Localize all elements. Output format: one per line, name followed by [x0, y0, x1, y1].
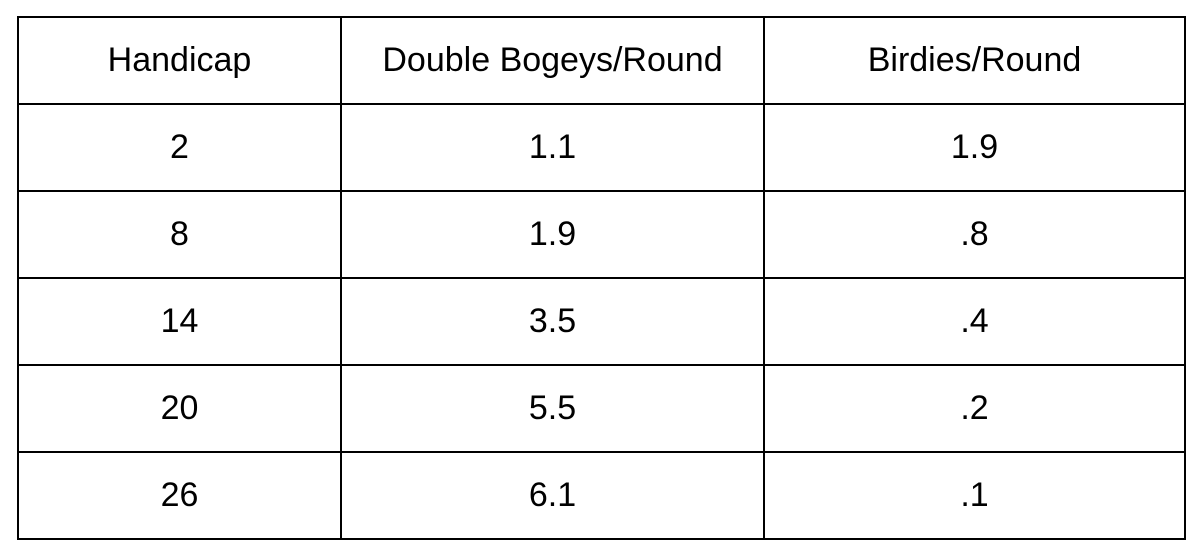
header-handicap: Handicap	[17, 16, 342, 105]
cell-double-bogeys: 3.5	[340, 277, 765, 366]
cell-birdies: .1	[763, 451, 1186, 540]
table-row: 20 5.5 .2	[17, 364, 1186, 453]
cell-birdies: .2	[763, 364, 1186, 453]
cell-handicap: 26	[17, 451, 342, 540]
cell-double-bogeys: 6.1	[340, 451, 765, 540]
table-row: 26 6.1 .1	[17, 451, 1186, 540]
cell-double-bogeys: 1.1	[340, 103, 765, 192]
cell-birdies: 1.9	[763, 103, 1186, 192]
cell-double-bogeys: 5.5	[340, 364, 765, 453]
table-row: 14 3.5 .4	[17, 277, 1186, 366]
table-row: 8 1.9 .8	[17, 190, 1186, 279]
cell-handicap: 14	[17, 277, 342, 366]
header-double-bogeys: Double Bogeys/Round	[340, 16, 765, 105]
cell-birdies: .4	[763, 277, 1186, 366]
header-row: Handicap Double Bogeys/Round Birdies/Rou…	[17, 16, 1186, 105]
header-birdies: Birdies/Round	[763, 16, 1186, 105]
table-row: 2 1.1 1.9	[17, 103, 1186, 192]
golf-stats-table: Handicap Double Bogeys/Round Birdies/Rou…	[17, 16, 1186, 540]
cell-handicap: 2	[17, 103, 342, 192]
cell-handicap: 20	[17, 364, 342, 453]
cell-handicap: 8	[17, 190, 342, 279]
golf-stats-table-container: Handicap Double Bogeys/Round Birdies/Rou…	[17, 16, 1186, 540]
cell-birdies: .8	[763, 190, 1186, 279]
cell-double-bogeys: 1.9	[340, 190, 765, 279]
